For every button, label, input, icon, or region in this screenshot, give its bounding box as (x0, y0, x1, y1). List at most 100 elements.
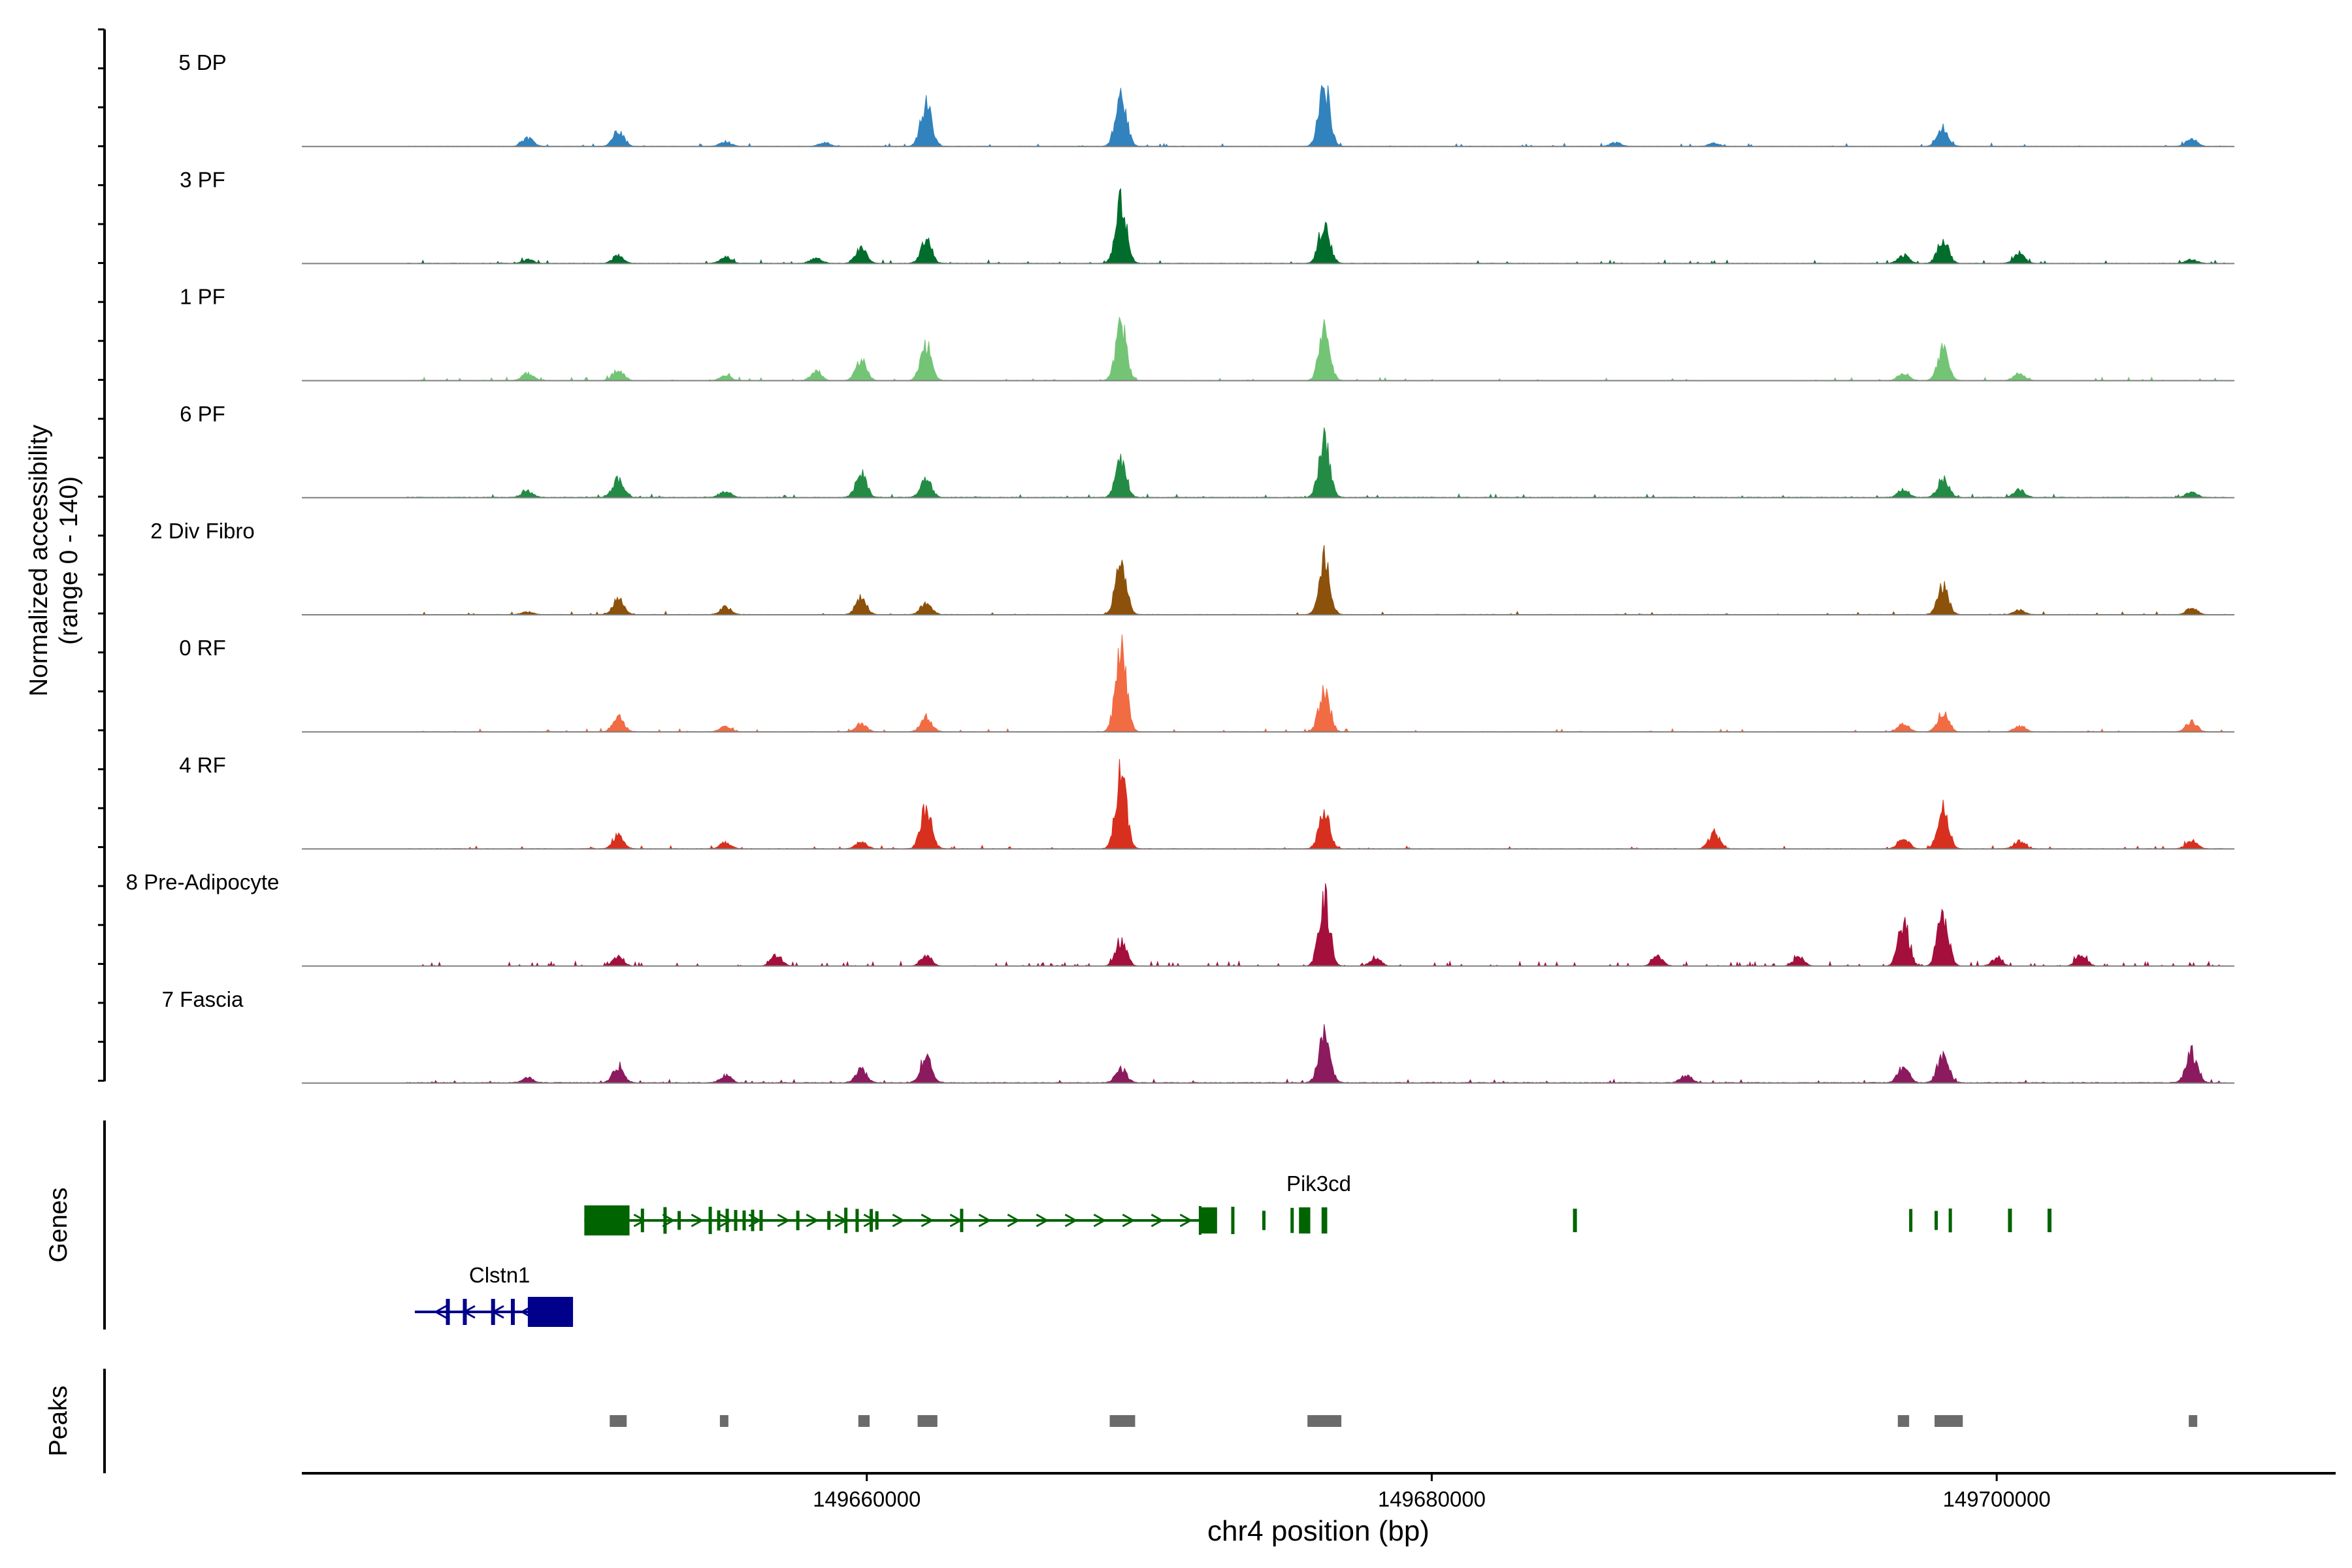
track-signal (406, 545, 2227, 615)
gene-exon (1909, 1209, 1913, 1232)
peaks-panel-label: Peaks (44, 1386, 73, 1456)
gene-label: Pik3cd (1286, 1171, 1351, 1196)
track-4: 2 Div Fibro (150, 519, 2234, 615)
peak-region (610, 1415, 627, 1427)
peak-region (1935, 1415, 1963, 1427)
gene-exon (446, 1299, 450, 1325)
track-2: 1 PF (180, 285, 2234, 382)
gene-exon (527, 1297, 574, 1327)
gene-exon (717, 1210, 721, 1231)
track-label: 8 Pre-Adipocyte (126, 870, 280, 894)
track-signal (406, 84, 2227, 147)
peak-region (1307, 1415, 1342, 1427)
track-3: 6 PF (180, 402, 2234, 498)
genes-panel-label: Genes (44, 1188, 73, 1263)
track-label: 5 DP (178, 50, 226, 74)
track-signal (406, 317, 2227, 382)
gene-exon (855, 1209, 859, 1232)
x-tick-label: 149700000 (1943, 1487, 2051, 1511)
gene-exon (1948, 1208, 1952, 1233)
gene-exon (960, 1209, 964, 1232)
peak-region (1897, 1415, 1910, 1427)
gene-Pik3cd: Pik3cd (584, 1171, 2051, 1235)
x-axis-ticks: 149660000 149680000 149700000 (813, 1473, 2051, 1511)
track-0: 5 DP (178, 50, 2234, 148)
gene-exon (725, 1209, 729, 1232)
x-axis-title: chr4 position (bp) (1207, 1515, 1429, 1547)
gene-exon (2047, 1209, 2051, 1232)
track-signal (406, 188, 2227, 265)
peak-region (858, 1415, 870, 1427)
gene-exon (463, 1299, 467, 1325)
gene-exon (2008, 1209, 2012, 1232)
genes-track: Pik3cd Clstn1 (414, 1171, 2051, 1327)
gene-exon (844, 1207, 848, 1233)
strand-chevron (1064, 1213, 1078, 1228)
gene-exon (1321, 1207, 1328, 1233)
y-axis-title-line2: (range 0 - 140) (55, 476, 83, 645)
gene-exon (663, 1207, 667, 1234)
track-label: 3 PF (180, 167, 225, 191)
track-8: 7 Fascia (162, 987, 2234, 1084)
gene-exon (1290, 1207, 1294, 1233)
strand-chevron (691, 1213, 704, 1228)
gene-exon (491, 1299, 495, 1325)
gene-exon (1200, 1207, 1217, 1233)
track-label: 4 RF (179, 753, 226, 777)
gene-exon (510, 1299, 515, 1325)
gene-exon (875, 1211, 879, 1230)
peak-region (719, 1415, 728, 1427)
y-axis-title-line1: Normalized accessibility (25, 424, 53, 696)
gene-exon (584, 1205, 630, 1235)
gene-exon (734, 1210, 738, 1231)
gene-exon (640, 1208, 644, 1233)
track-signal (406, 427, 2227, 498)
strand-chevron (777, 1213, 791, 1228)
strand-chevron (1036, 1213, 1049, 1228)
gene-exon (1573, 1209, 1577, 1232)
gene-exon (827, 1211, 831, 1230)
gene-exon (759, 1210, 763, 1231)
strand-chevron (1179, 1213, 1193, 1228)
track-label: 2 Div Fibro (150, 519, 255, 543)
coverage-tracks: 5 DP 3 PF 1 PF 6 PF 2 Div Fibro 0 RF 4 RF 8 Pre… (126, 50, 2234, 1084)
gene-exon (708, 1207, 712, 1234)
track-6: 4 RF (179, 753, 2234, 850)
strand-chevron (1093, 1213, 1107, 1228)
track-5: 0 RF (179, 634, 2234, 733)
track-7: 8 Pre-Adipocyte (126, 870, 2234, 968)
strand-chevron (863, 1213, 877, 1228)
track-signal (406, 1024, 2227, 1084)
track-label: 7 Fascia (162, 987, 244, 1011)
track-label: 0 RF (179, 636, 226, 660)
strand-chevron (633, 1213, 647, 1228)
strand-chevron (719, 1213, 733, 1228)
track-label: 1 PF (180, 285, 225, 309)
gene-label: Clstn1 (469, 1263, 531, 1287)
x-tick-label: 149660000 (813, 1487, 921, 1511)
gene-exon (742, 1210, 746, 1231)
track-signal (406, 634, 2227, 732)
coverage-y-ticks (98, 28, 105, 1082)
gene-exon (1299, 1207, 1311, 1233)
peak-region (1109, 1415, 1135, 1427)
strand-chevron (892, 1213, 906, 1228)
strand-chevron (1007, 1213, 1021, 1228)
gene-exon (678, 1211, 681, 1230)
gene-exon (1231, 1207, 1235, 1234)
gene-exon (796, 1210, 800, 1231)
gene-exon (1935, 1211, 1938, 1230)
track-signal (406, 759, 2227, 849)
strand-chevron (806, 1213, 819, 1228)
track-label: 6 PF (180, 402, 225, 426)
gene-exon (751, 1209, 755, 1232)
track-signal (406, 883, 2226, 968)
gene-exon (1262, 1211, 1266, 1230)
strand-chevron (978, 1213, 992, 1228)
track-1: 3 PF (180, 167, 2234, 265)
peak-region (2189, 1415, 2198, 1427)
gene-Clstn1: Clstn1 (414, 1263, 574, 1327)
peaks-track (610, 1415, 2198, 1427)
peak-region (917, 1415, 938, 1427)
